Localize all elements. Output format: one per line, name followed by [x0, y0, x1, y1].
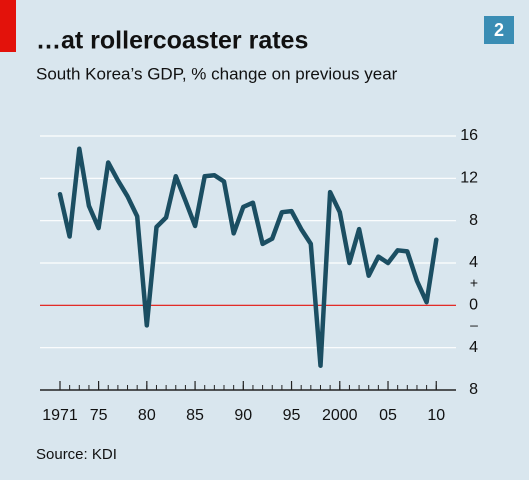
x-tick-label: 10 — [427, 407, 445, 424]
chart-subtitle: South Korea’s GDP, % change on previous … — [36, 64, 398, 83]
y-tick-label: 4 — [469, 254, 478, 271]
x-tick-label: 75 — [90, 407, 108, 424]
source: Source: KDI — [36, 446, 117, 463]
y-tick-label: 12 — [460, 170, 478, 187]
y-tick-label: 0 — [469, 297, 478, 314]
minus-sign: – — [470, 317, 478, 333]
y-tick-label: 16 — [460, 127, 478, 144]
y-tick-label: 8 — [469, 212, 478, 229]
x-tick-label: 05 — [379, 407, 397, 424]
y-tick-label: 4 — [469, 339, 478, 356]
x-tick-label: 1971 — [42, 407, 78, 424]
plus-sign: + — [470, 275, 478, 291]
data-line — [57, 146, 439, 368]
badge: 2 — [494, 20, 504, 40]
badge-box — [484, 16, 514, 44]
y-tick-label: 8 — [469, 381, 478, 398]
x-tick-label: 90 — [234, 407, 252, 424]
chart-title: …at rollercoaster rates — [36, 27, 308, 55]
accent-bar — [0, 0, 16, 52]
x-tick-label: 2000 — [322, 407, 358, 424]
x-tick-label: 85 — [186, 407, 204, 424]
x-tick-label: 95 — [283, 407, 301, 424]
x-tick-label: 80 — [138, 407, 156, 424]
